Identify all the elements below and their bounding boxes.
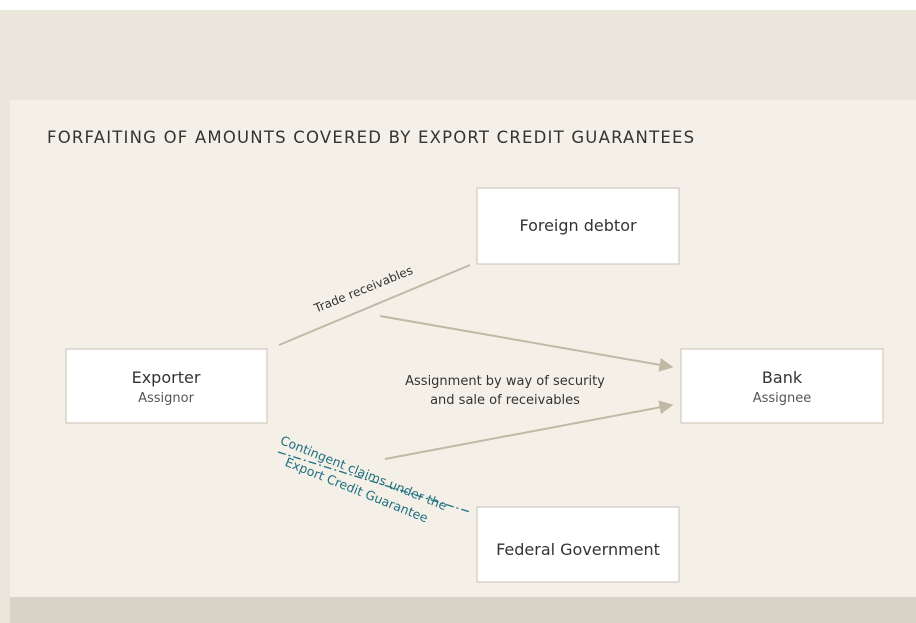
node-sublabel: Assignee (753, 391, 812, 406)
title: FORFAITING OF AMOUNTS COVERED BY EXPORT … (47, 128, 695, 147)
node-box (476, 187, 680, 265)
edge-label: Assignment by way of security (405, 374, 605, 389)
contingent-line (277, 451, 471, 513)
trade-line (278, 264, 471, 346)
node-box (680, 348, 884, 424)
node-label: Bank (762, 368, 803, 387)
footer-band (10, 597, 916, 623)
node-label: Federal Government (496, 540, 660, 559)
node-label: Exporter (132, 368, 201, 387)
edge-label: and sale of receivables (430, 393, 580, 408)
node-box (476, 506, 680, 583)
node-label: Foreign debtor (519, 216, 637, 235)
node-box (65, 348, 268, 424)
node-sublabel: Assignor (138, 391, 194, 406)
arrow-upper (379, 315, 674, 372)
arrow-lower (384, 400, 674, 460)
